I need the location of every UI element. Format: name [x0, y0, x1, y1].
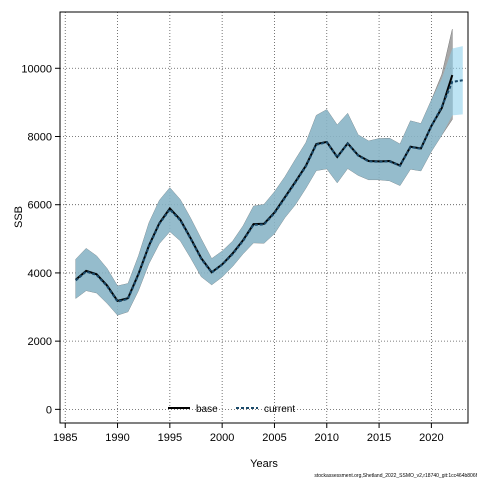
- series-lines: [75, 74, 463, 303]
- x-tick-label: 2000: [210, 432, 234, 444]
- x-tick-label: 2010: [315, 432, 339, 444]
- y-tick-label: 6000: [28, 200, 52, 212]
- x-tick-label: 1990: [105, 432, 129, 444]
- series-line-current: [75, 79, 463, 303]
- legend-current-label: current: [264, 404, 295, 415]
- y-tick-label: 10000: [21, 63, 52, 75]
- legend: base current: [168, 404, 295, 415]
- x-tick-label: 1995: [158, 432, 182, 444]
- y-axis-title: SSB: [13, 206, 25, 228]
- y-tick-label: 0: [46, 404, 52, 416]
- confidence-bands: [75, 28, 463, 316]
- x-tick-label: 2005: [262, 432, 286, 444]
- x-tick-label: 2015: [367, 432, 391, 444]
- x-tick-label: 1985: [53, 432, 77, 444]
- axes: 1985 1990 1995 2000 2005 2010 2015 2020 0 2000 400…: [21, 63, 443, 444]
- y-tick-label: 4000: [28, 268, 52, 280]
- x-tick-label: 2020: [419, 432, 443, 444]
- footnote: stockassessment.org,Shetland_2022_SSMO_v…: [314, 473, 477, 479]
- series-line-base: [75, 74, 454, 303]
- y-tick-label: 8000: [28, 131, 52, 143]
- plot-frame: [59, 11, 469, 424]
- y-tick-label: 2000: [28, 336, 52, 348]
- band-current: [75, 46, 463, 316]
- legend-base-label: base: [196, 404, 218, 415]
- grid: [60, 12, 468, 423]
- x-axis-title: Years: [250, 458, 278, 470]
